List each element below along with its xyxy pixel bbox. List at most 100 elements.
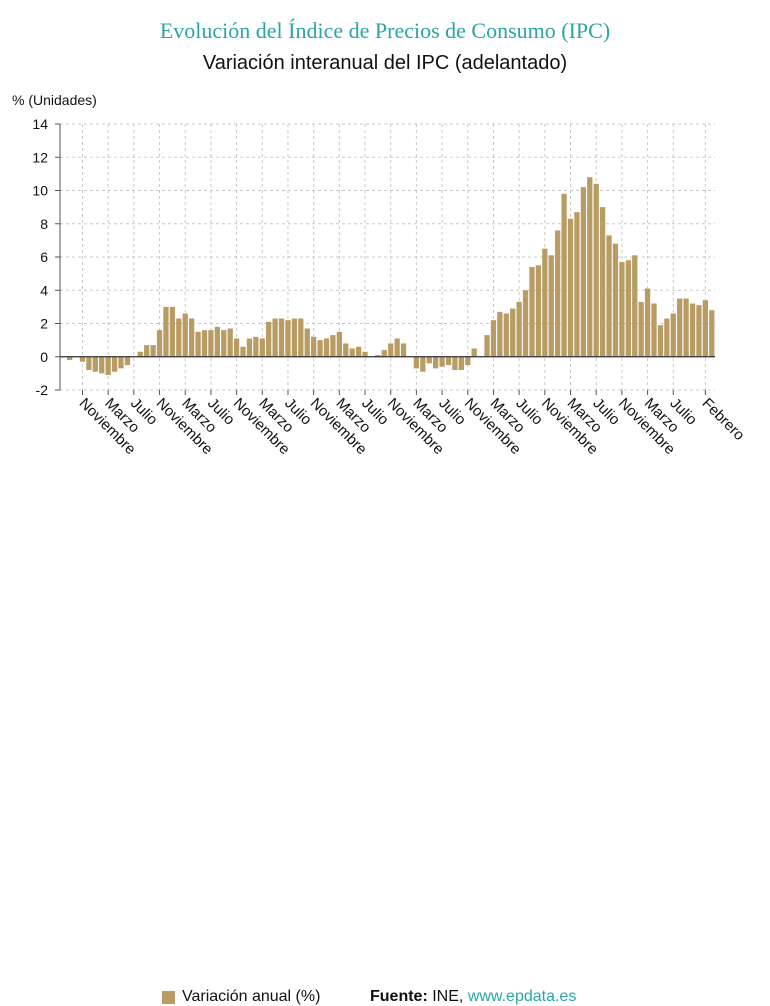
y-tick-label: 14 — [32, 116, 48, 132]
x-tick-label: Febrero — [699, 395, 748, 444]
bar — [561, 193, 567, 357]
bar — [702, 300, 709, 357]
bar — [221, 330, 227, 357]
bar — [529, 266, 535, 357]
bar — [86, 356, 92, 371]
bar — [664, 318, 670, 357]
bar — [394, 338, 400, 357]
bar — [201, 330, 208, 357]
bar — [638, 301, 644, 357]
bar — [169, 306, 176, 357]
bar — [330, 335, 336, 357]
bar — [388, 343, 394, 357]
axis-layer: -202468101214NoviembreMarzoJulioNoviembr… — [32, 116, 747, 458]
y-tick-label: 6 — [40, 249, 48, 265]
bar — [458, 356, 464, 371]
bar — [336, 331, 342, 357]
bar — [696, 305, 702, 357]
bar — [375, 355, 381, 357]
bar — [79, 356, 86, 362]
bar — [253, 336, 259, 357]
bar — [644, 288, 651, 357]
bar — [471, 348, 477, 357]
bar — [137, 351, 143, 357]
bar — [709, 310, 715, 357]
bar — [105, 356, 111, 376]
bar — [400, 343, 407, 357]
bar — [516, 301, 522, 357]
bar — [587, 177, 593, 357]
bar — [118, 356, 124, 369]
bar — [304, 328, 310, 357]
y-tick-label: 4 — [40, 282, 48, 298]
bar — [163, 306, 169, 357]
y-tick-label: 8 — [40, 216, 48, 232]
bar — [452, 356, 458, 371]
bar — [195, 331, 201, 357]
source-name: INE, — [432, 988, 464, 1005]
source-note: Fuente: INE, www.epdata.es — [370, 988, 576, 1006]
bar — [555, 230, 561, 357]
bar — [298, 318, 304, 357]
bar — [355, 346, 362, 357]
legend-label: Variación anual (%) — [182, 988, 321, 1005]
bar — [606, 235, 612, 357]
bar — [111, 356, 118, 372]
bar — [278, 318, 285, 357]
bar — [574, 212, 580, 357]
bar — [632, 255, 638, 357]
bar — [323, 338, 330, 357]
bar — [657, 325, 664, 357]
bar — [651, 303, 657, 357]
bar — [227, 328, 233, 357]
bar — [240, 346, 246, 357]
bar — [362, 351, 368, 357]
bar — [285, 320, 291, 357]
bar — [567, 218, 574, 357]
bar — [66, 356, 73, 361]
bar — [465, 356, 471, 366]
bar — [233, 338, 240, 357]
bar — [619, 261, 625, 357]
bar — [420, 356, 426, 372]
bar — [246, 338, 253, 357]
y-tick-label: 2 — [40, 316, 48, 332]
bar — [439, 356, 445, 367]
bar — [99, 356, 105, 374]
bar — [612, 243, 619, 357]
bar — [311, 336, 317, 357]
bar — [599, 207, 606, 357]
bar — [189, 318, 195, 357]
bar — [484, 335, 490, 357]
bar — [689, 303, 696, 357]
bar — [291, 318, 298, 357]
bar — [92, 356, 98, 372]
bar — [433, 356, 439, 369]
bar — [535, 265, 542, 357]
bar — [683, 298, 689, 357]
bar — [266, 321, 272, 357]
bar — [677, 298, 683, 357]
bar-layer — [66, 177, 715, 376]
bar — [381, 350, 387, 357]
chart-svg: -202468101214NoviembreMarzoJulioNoviembr… — [32, 116, 747, 458]
bar — [150, 345, 156, 357]
bar — [349, 348, 355, 357]
chart-title: Evolución del Índice de Precios de Consu… — [159, 18, 611, 43]
y-tick-label: 10 — [32, 183, 48, 199]
source-link[interactable]: www.epdata.es — [467, 988, 577, 1005]
source-label: Fuente: — [370, 988, 428, 1005]
bar — [625, 260, 631, 357]
bar — [593, 183, 599, 357]
bar — [272, 318, 278, 357]
bar — [426, 356, 432, 364]
bar — [522, 290, 529, 357]
bar — [317, 340, 323, 357]
bar — [343, 343, 349, 357]
y-tick-label: 12 — [32, 149, 48, 165]
bar — [670, 313, 676, 357]
bar — [580, 187, 586, 357]
bar — [548, 255, 554, 357]
y-tick-label: -2 — [36, 382, 49, 398]
bar — [156, 330, 163, 357]
